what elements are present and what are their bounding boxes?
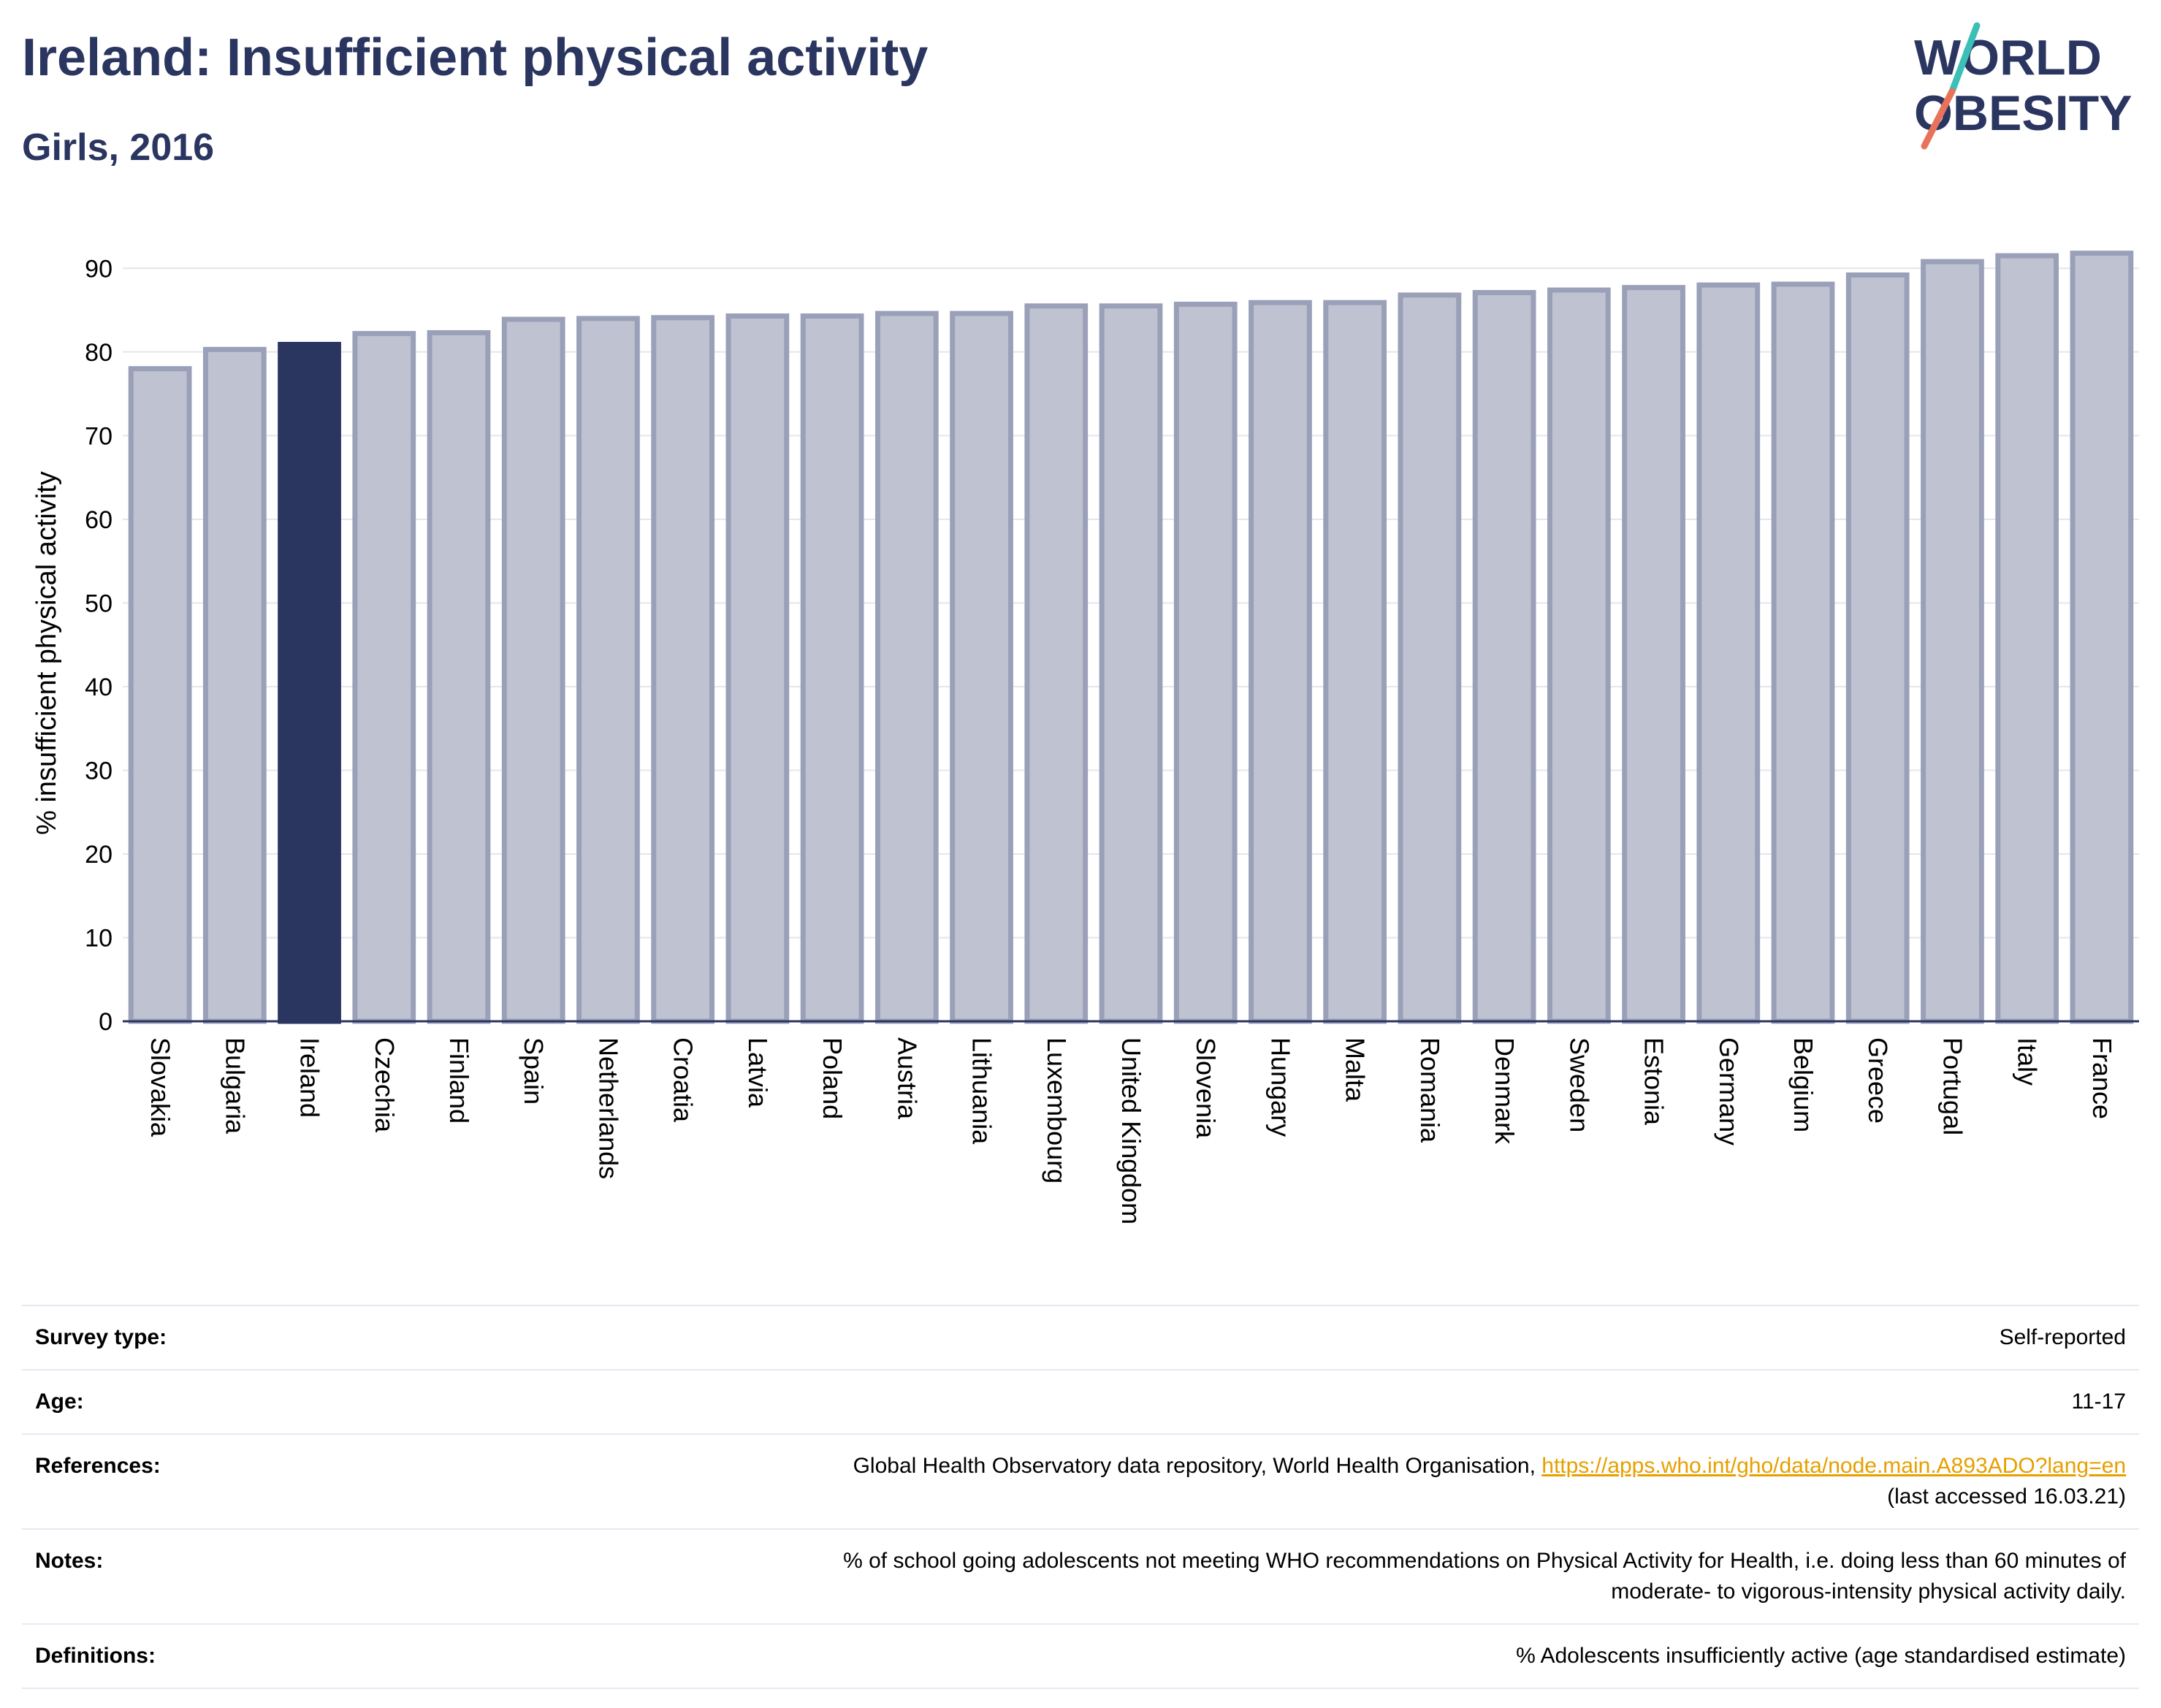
x-tick-label: Greece xyxy=(1863,1037,1893,1124)
details-table: Survey type: Self-reported Age: 11-17 Re… xyxy=(22,1305,2139,1689)
x-tick-label: Czechia xyxy=(370,1037,400,1133)
x-tick-label: Croatia xyxy=(668,1037,698,1123)
x-tick-label: Spain xyxy=(519,1037,549,1105)
x-tick-label: Italy xyxy=(2013,1037,2043,1086)
x-tick-label: United Kingdom xyxy=(1116,1037,1146,1224)
y-tick-label: 70 xyxy=(85,422,113,450)
logo-line-obesity: OBESITY xyxy=(1914,85,2133,141)
bar-portugal xyxy=(1921,259,1984,1024)
y-axis-ticks: 0 10 20 30 40 50 60 70 80 90 xyxy=(85,255,113,1036)
bar-united-kingdom xyxy=(1099,303,1163,1024)
x-tick-label: Netherlands xyxy=(593,1037,623,1179)
bar-belgium xyxy=(1771,281,1835,1024)
details-value: % Adolescents insufficiently active (age… xyxy=(1516,1644,2126,1668)
details-key: Notes: xyxy=(35,1549,104,1573)
x-tick-label: Bulgaria xyxy=(220,1037,250,1135)
bar-bulgaria xyxy=(202,346,267,1024)
x-tick-label: Poland xyxy=(817,1037,847,1119)
y-tick-label: 10 xyxy=(85,924,113,952)
bar-sweden xyxy=(1547,287,1611,1024)
details-row-survey-type: Survey type: Self-reported xyxy=(22,1305,2139,1370)
logo-slash-coral xyxy=(1921,88,1956,150)
y-tick-label: 20 xyxy=(85,841,113,869)
details-key: Survey type: xyxy=(35,1325,167,1349)
logo-slash-teal xyxy=(1948,22,1981,95)
bar-france xyxy=(2070,251,2134,1024)
world-obesity-logo: WORLD OBESITY xyxy=(1914,22,2133,150)
x-tick-label: Slovakia xyxy=(145,1037,175,1137)
y-tick-label: 0 xyxy=(99,1008,113,1036)
y-tick-label: 30 xyxy=(85,757,113,785)
bar-estonia xyxy=(1622,285,1685,1024)
bar-poland xyxy=(800,313,864,1024)
x-tick-label: Sweden xyxy=(1564,1037,1594,1132)
details-row-definitions: Definitions: % Adolescents insufficientl… xyxy=(22,1624,2139,1688)
x-tick-label: France xyxy=(2087,1037,2117,1119)
x-tick-label: Estonia xyxy=(1639,1037,1669,1126)
bar-austria xyxy=(874,310,939,1024)
y-tick-label: 50 xyxy=(85,590,113,617)
x-tick-label: Malta xyxy=(1341,1037,1371,1102)
bars xyxy=(128,251,2134,1024)
x-tick-label: Finland xyxy=(444,1037,474,1124)
x-tick-label: Austria xyxy=(892,1037,922,1120)
logo-line-world: WORLD xyxy=(1914,30,2102,85)
bar-denmark xyxy=(1472,289,1536,1024)
details-key: Definitions: xyxy=(35,1644,156,1668)
reference-text: Global Health Observatory data repositor… xyxy=(853,1454,1542,1478)
details-row-age: Age: 11-17 xyxy=(22,1370,2139,1434)
bar-finland xyxy=(427,329,491,1024)
x-tick-label: Portugal xyxy=(1937,1037,1967,1135)
bar-lithuania xyxy=(950,310,1013,1024)
details-row-references: References: Global Health Observatory da… xyxy=(22,1434,2139,1529)
y-tick-label: 40 xyxy=(85,674,113,701)
x-tick-label: Latvia xyxy=(743,1037,773,1108)
bar-germany xyxy=(1696,282,1761,1024)
x-tick-label: Romania xyxy=(1415,1037,1445,1143)
bar-malta xyxy=(1323,300,1387,1024)
details-value: 11-17 xyxy=(2071,1389,2126,1414)
bar-ireland xyxy=(278,341,341,1024)
x-tick-label: Hungary xyxy=(1265,1037,1295,1137)
notes-line-1: % of school going adolescents not meetin… xyxy=(843,1549,2126,1573)
x-axis-labels: Slovakia Bulgaria Ireland Czechia Finland Spa… xyxy=(145,1037,2117,1224)
x-tick-label: Lithuania xyxy=(967,1037,997,1145)
bar-spain xyxy=(501,316,565,1024)
bar-slovakia xyxy=(128,366,192,1024)
x-tick-label: Slovenia xyxy=(1191,1037,1221,1139)
y-tick-label: 90 xyxy=(85,255,113,283)
reference-accessed: (last accessed 16.03.21) xyxy=(1887,1484,2126,1509)
details-key: Age: xyxy=(35,1389,84,1414)
y-tick-label: 60 xyxy=(85,506,113,534)
reference-link[interactable]: https://apps.who.int/gho/data/node.main.… xyxy=(1541,1454,2126,1478)
bar-croatia xyxy=(651,315,715,1024)
chart-title: Ireland: Insufficient physical activity xyxy=(22,28,929,87)
bar-czechia xyxy=(352,331,416,1024)
bar-chart: 0 10 20 30 40 50 60 70 80 90 Slovakia Bulgaria Irel… xyxy=(31,251,2139,1224)
x-tick-label: Belgium xyxy=(1788,1037,1818,1132)
details-value: % of school going adolescents not meetin… xyxy=(267,1529,2139,1624)
x-tick-label: Germany xyxy=(1714,1037,1744,1145)
y-axis-label: % insufficient physical activity xyxy=(31,471,62,835)
bar-italy xyxy=(1995,253,2059,1024)
details-key: References: xyxy=(35,1454,161,1478)
bar-greece xyxy=(1845,272,1910,1024)
bar-slovenia xyxy=(1173,302,1238,1024)
details-row-notes: Notes: % of school going adolescents not… xyxy=(22,1529,2139,1624)
bar-hungary xyxy=(1249,300,1312,1024)
chart-subtitle: Girls, 2016 xyxy=(22,126,215,169)
details-value: Global Health Observatory data repositor… xyxy=(267,1434,2139,1529)
bar-romania xyxy=(1398,292,1462,1024)
x-tick-label: Luxembourg xyxy=(1042,1037,1072,1183)
bar-latvia xyxy=(725,313,790,1024)
x-tick-label: Denmark xyxy=(1490,1037,1520,1145)
bar-luxembourg xyxy=(1024,303,1089,1024)
y-tick-label: 80 xyxy=(85,339,113,367)
bar-netherlands xyxy=(576,316,640,1024)
x-tick-label: Ireland xyxy=(295,1037,325,1118)
notes-line-2: moderate- to vigorous-intensity physical… xyxy=(1611,1579,2126,1604)
details-value: Self-reported xyxy=(1999,1325,2126,1349)
